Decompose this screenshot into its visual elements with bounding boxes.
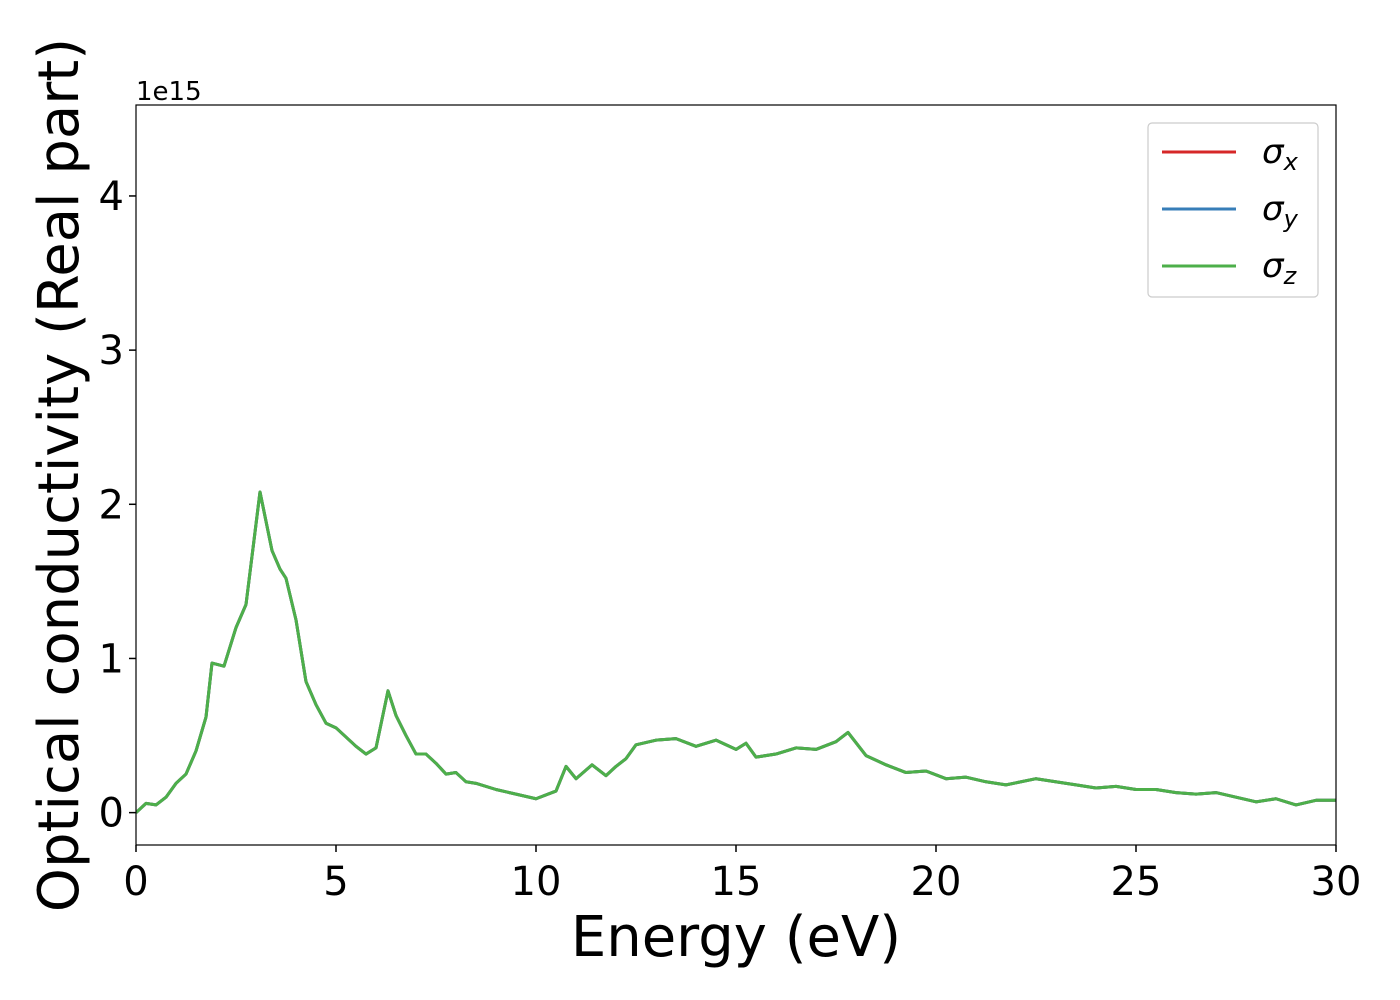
y-tick-label: 3 bbox=[99, 328, 124, 374]
plot-frame bbox=[135, 104, 1337, 846]
x-tick-label: 10 bbox=[511, 859, 562, 905]
legend-label: σz bbox=[1262, 246, 1298, 290]
x-tick-label: 0 bbox=[123, 859, 148, 905]
x-tick-label: 20 bbox=[911, 859, 962, 905]
series-line bbox=[136, 490, 1336, 814]
legend-label: σy bbox=[1262, 189, 1299, 233]
y-tick-label: 2 bbox=[99, 482, 124, 528]
x-axis-label: Energy (eV) bbox=[571, 905, 901, 970]
y-tick-label: 0 bbox=[99, 791, 124, 837]
y-tick-label: 4 bbox=[99, 174, 124, 220]
x-tick-label: 5 bbox=[323, 859, 348, 905]
x-tick-label: 30 bbox=[1311, 859, 1362, 905]
y-tick-label: 1 bbox=[99, 636, 124, 682]
x-tick-label: 15 bbox=[711, 859, 762, 905]
y-axis-label: Optical conductivity (Real part) bbox=[27, 38, 92, 912]
y-offset-label: 1e15 bbox=[136, 77, 202, 107]
x-tick-label: 25 bbox=[1111, 859, 1162, 905]
legend-label: σx bbox=[1262, 132, 1299, 176]
